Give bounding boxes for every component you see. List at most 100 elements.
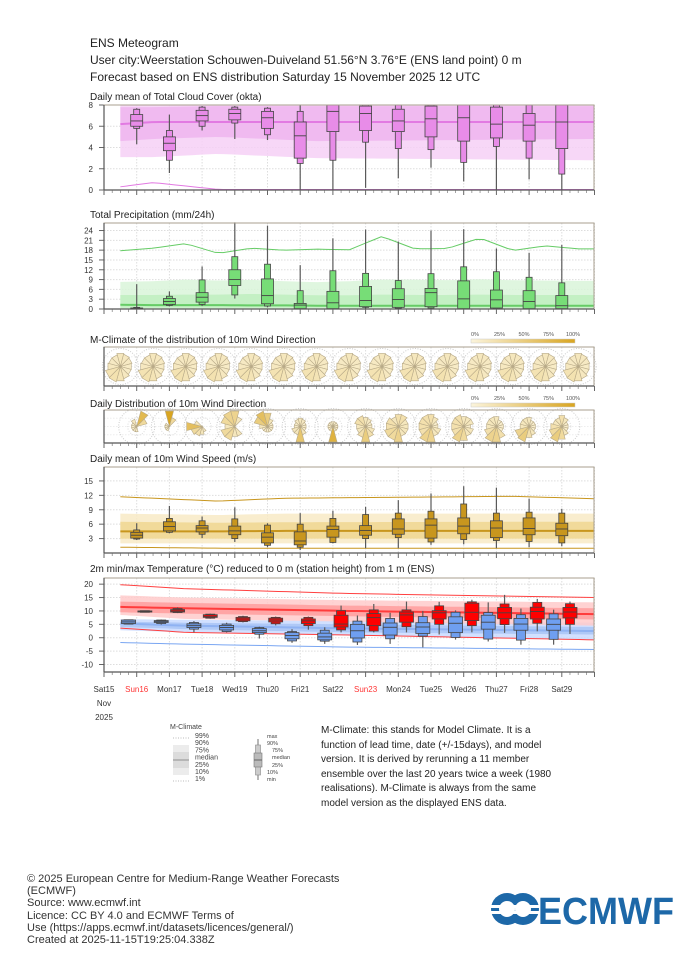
y-tick-label: 6 [89, 122, 94, 131]
frequency-scale-bar [470, 402, 576, 408]
frequency-scale-label: 25% [494, 396, 505, 402]
y-tick-label: 15 [84, 594, 93, 603]
temperature-max-box [431, 601, 447, 635]
box-legend-label: 10% [267, 770, 278, 776]
y-tick-label: 2 [89, 165, 94, 174]
rose-outer-circle [428, 348, 466, 385]
temperature-min-box [415, 610, 431, 648]
rose-sector [111, 354, 121, 368]
description-line: model version as the displayed ENS data. [321, 797, 507, 809]
p25-p75-box [391, 288, 405, 308]
frequency-scale-label: 75% [543, 332, 554, 338]
rose-outer-circle [199, 348, 237, 385]
location-line: User city:Weerstation Schouwen-Duiveland… [90, 53, 522, 67]
rose-sector [421, 414, 432, 428]
p25-p75-box [431, 610, 447, 620]
x-day-label: Thu20 [256, 685, 279, 694]
rose-outer-circle [101, 348, 139, 385]
p25-p75-box [391, 518, 405, 535]
x-month-label: Nov [97, 699, 111, 708]
climate-wind-dir-title: M-Climate of the distribution of 10m Win… [90, 335, 316, 346]
wind-speed-box [228, 507, 242, 542]
precip-climate-median [120, 303, 595, 307]
wind-speed-panel-title: Daily mean of 10m Wind Speed (m/s) [90, 454, 257, 465]
precip-box [489, 248, 503, 310]
p25-p75-box [359, 286, 373, 308]
temperature-max-box [300, 616, 316, 630]
forecast-line: Forecast based on ENS distribution Satur… [90, 70, 481, 84]
y-tick-label: 3 [89, 535, 94, 544]
precip-climate-band-25-75 [120, 294, 595, 308]
y-tick-label: 15 [84, 256, 93, 265]
wind-speed-box [555, 508, 569, 547]
rose-sector [193, 420, 204, 428]
rose-sector [390, 416, 399, 428]
rose-sector [554, 417, 563, 428]
rose-sector [234, 416, 243, 428]
p25-p75-box [424, 105, 438, 138]
climate-wind-rose [101, 348, 139, 385]
rose-sector [328, 421, 334, 428]
logo-text: ECMWF [538, 891, 674, 933]
cloud-box [391, 104, 405, 179]
mclimate-legend-label: 90% [195, 740, 209, 747]
temperature-max-box [333, 605, 349, 633]
temperature-max-box [170, 607, 185, 614]
x-day-label: Fri28 [520, 685, 539, 694]
rose-sector [536, 354, 547, 368]
rose-inner-circle [290, 417, 310, 436]
x-day-label: Sun16 [125, 685, 149, 694]
rose-outer-circle [559, 348, 597, 385]
wind-speed-box [457, 486, 471, 545]
precip-climate-p99 [120, 236, 595, 254]
cloud-box [195, 106, 209, 131]
y-tick-label: 0 [89, 186, 94, 195]
temperature-min-box [382, 612, 398, 644]
p25-p75-box [326, 525, 340, 538]
p25-p75-box [293, 121, 307, 159]
copyright: © 2025 European Centre for Medium-Range … [27, 873, 340, 885]
rose-sector [340, 354, 350, 368]
licence-link[interactable]: Use (https://apps.ecmwf.int/datasets/lic… [27, 921, 294, 934]
rose-outer-circle [330, 348, 368, 385]
mclimate-legend-label: 75% [195, 747, 209, 754]
mclimate-description: M-Climate: this stands for Model Climate… [321, 724, 551, 812]
cloud-box [228, 106, 242, 139]
rose-sector [135, 418, 148, 428]
y-tick-label: 0 [89, 634, 94, 643]
p25-p75-box [489, 106, 503, 139]
rose-sector [176, 354, 187, 368]
x-day-label: Sun23 [354, 685, 378, 694]
precip-box [391, 241, 405, 309]
source-link[interactable]: Source: www.ecmwf.int [27, 897, 141, 910]
climate-wind-rose [526, 348, 564, 385]
temperature-max-box [235, 615, 251, 623]
y-tick-label: 3 [89, 295, 94, 304]
rose-outer-circle [232, 348, 270, 385]
temperature-max-box [497, 594, 512, 633]
box-legend-label: 75% [272, 748, 283, 754]
x-day-label: Mon17 [157, 685, 182, 694]
temperature-min-box [546, 609, 562, 645]
temperature-min-box [251, 626, 267, 639]
p25-p75-box [457, 280, 471, 310]
mclimate-legend-label: 25% [195, 762, 209, 769]
rose-sector [488, 416, 497, 428]
p25-p75-box [261, 278, 274, 305]
climate-wind-rose [559, 348, 597, 385]
x-day-label: Sat29 [551, 685, 572, 694]
climate-wind-rose [428, 348, 466, 385]
meteogram-title: ENS Meteogram [90, 36, 179, 50]
x-year-label: 2025 [95, 713, 113, 722]
temperature-max-box [366, 603, 382, 633]
p25-p75-box [529, 606, 545, 620]
p25-p75-box [522, 290, 536, 310]
p25-p75-box [162, 136, 176, 152]
rose-sector [357, 415, 367, 428]
frequency-scale-label: 0% [471, 332, 479, 338]
y-tick-label: 6 [89, 520, 94, 529]
precip-box [424, 230, 438, 309]
mclimate-legend-label: 1% [195, 776, 205, 783]
mclimate-legend-label: 10% [195, 769, 209, 776]
rose-inner-circle [258, 417, 277, 436]
